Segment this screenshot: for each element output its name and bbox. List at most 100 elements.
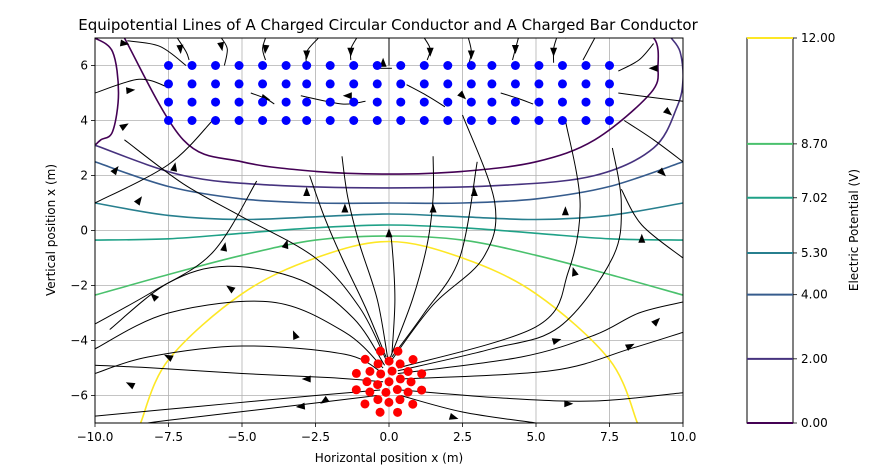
field-arrow: [170, 162, 178, 172]
bar-charge-point: [581, 97, 591, 107]
x-axis-label: Horizontal position x (m): [315, 451, 463, 465]
field-arrow: [292, 330, 300, 341]
field-line: [406, 84, 446, 108]
bar-charge-point: [349, 79, 359, 89]
circle-charge-point: [362, 377, 372, 387]
bar-charge-point: [234, 116, 244, 125]
field-line: [95, 300, 384, 369]
field-arrow: [226, 285, 236, 294]
bar-charge-point: [349, 116, 359, 125]
field-line: [341, 156, 388, 358]
circle-charge-point: [360, 354, 370, 364]
field-line: [620, 189, 683, 259]
bar-charge-point: [372, 116, 382, 125]
field-line: [397, 147, 622, 372]
bar-charge-point: [211, 79, 221, 89]
bar-charge-point: [302, 61, 312, 70]
field-line: [95, 345, 384, 374]
colorbar-frame: [746, 37, 794, 424]
colorbar-tick-label: 7.02: [801, 191, 828, 205]
field-line: [220, 38, 228, 66]
circle-charge-point: [408, 399, 418, 409]
bar-charge-point: [164, 61, 173, 70]
bar-charge-point: [466, 97, 476, 107]
circle-charge-point: [393, 407, 403, 417]
bar-charge-point: [302, 116, 312, 125]
chart-title: Equipotential Lines of A Charged Circula…: [78, 16, 698, 34]
colorbar-tick-label: 4.00: [801, 288, 828, 302]
bar-charge-point: [372, 61, 382, 70]
bar-charge-point: [534, 61, 544, 70]
bar-charge-point: [325, 79, 335, 89]
field-line: [95, 78, 169, 94]
field-arrow: [550, 47, 558, 57]
x-tick-label: 7.5: [600, 430, 619, 444]
bar-charge-point: [396, 79, 406, 89]
field-arrow: [648, 64, 658, 72]
circle-charge-point: [384, 377, 394, 387]
colorbar-tick-label: 5.30: [801, 246, 828, 260]
field-arrow: [429, 203, 437, 213]
field-arrow: [624, 343, 635, 351]
circle-charge-point: [403, 367, 413, 377]
field-arrow: [150, 292, 160, 302]
field-arrow: [119, 123, 129, 132]
bar-charge-point: [281, 61, 291, 70]
field-line: [300, 95, 366, 105]
colorbar-label: Electric Potential (V): [847, 169, 861, 291]
field-line: [500, 92, 534, 105]
bar-charge-point: [443, 79, 453, 89]
circle-charge-point: [375, 407, 385, 417]
circle-charge-point: [417, 385, 427, 395]
equipotential-line: [95, 38, 120, 146]
bar-charge-point: [557, 79, 567, 89]
field-arrow: [342, 92, 352, 100]
colorbar-ticks: 0.00 2.00 4.00 5.30 7.02 8.70 12.00: [793, 31, 835, 430]
bar-charge-point: [302, 97, 312, 107]
x-tick-label: 10.0: [670, 430, 697, 444]
y-tick-label: −2: [70, 279, 88, 293]
field-arrow: [457, 90, 467, 100]
bar-charge-point: [396, 116, 406, 125]
bar-charge-point: [349, 97, 359, 107]
bar-charge-point: [510, 116, 520, 125]
bar-charge-point: [466, 79, 476, 89]
bar-charge-point: [419, 61, 429, 70]
field-arrow: [511, 45, 519, 54]
field-arrow: [320, 395, 330, 404]
bar-charge-point: [510, 61, 520, 70]
y-tick-label: −4: [70, 334, 88, 348]
bar-charge-point: [534, 116, 544, 125]
x-tick-label: −7.5: [154, 430, 183, 444]
field-line: [127, 40, 187, 66]
x-tick-label: −5.0: [227, 430, 256, 444]
bar-charge-point: [302, 79, 312, 89]
field-arrow: [385, 228, 393, 238]
bar-charge-point: [443, 97, 453, 107]
field-arrow: [133, 196, 143, 206]
circle-charge-point: [373, 380, 383, 390]
bar-charge-point: [534, 97, 544, 107]
circle-charge-point: [395, 395, 405, 405]
bar-conductor: [164, 61, 614, 125]
circle-charge-point: [373, 395, 383, 405]
field-line: [618, 92, 683, 102]
x-tick-label: −2.5: [301, 430, 330, 444]
circle-charge-point: [393, 346, 403, 356]
field-arrow: [662, 107, 673, 116]
circle-charge-point: [351, 368, 361, 378]
y-tick-label: 6: [80, 59, 88, 73]
circle-charge-point: [395, 374, 405, 384]
bar-charge-point: [164, 97, 173, 107]
field-arrow: [301, 375, 311, 383]
field-line: [95, 180, 258, 325]
bar-charge-point: [466, 61, 476, 70]
y-axis-label: Vertical position x (m): [44, 164, 58, 296]
circle-charge-point: [406, 377, 416, 387]
bar-charge-point: [396, 97, 406, 107]
bar-charge-point: [557, 116, 567, 125]
bar-charge-point: [234, 97, 244, 107]
field-arrow: [470, 187, 478, 196]
field-arrow: [571, 267, 579, 277]
